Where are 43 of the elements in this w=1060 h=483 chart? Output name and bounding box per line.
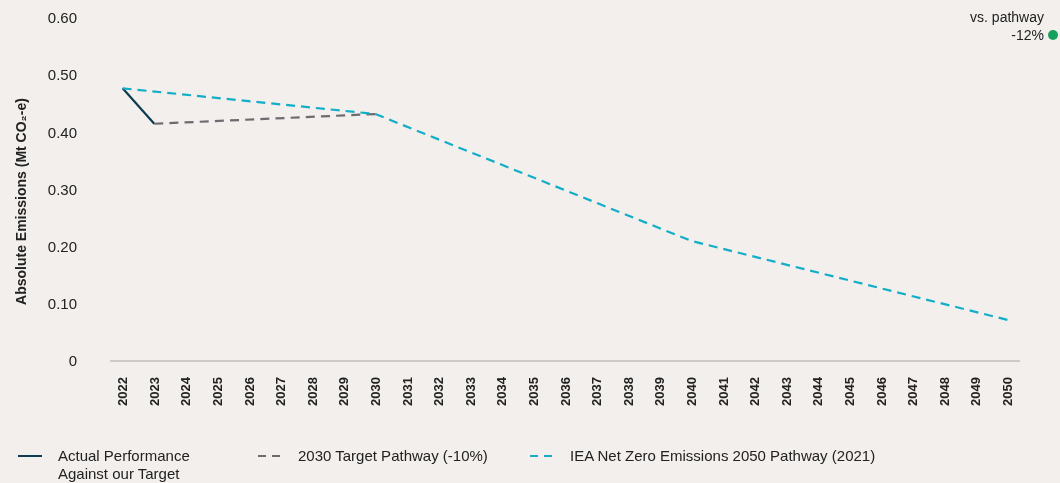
x-tick-label: 2041 xyxy=(715,377,731,406)
x-tick-label: 2032 xyxy=(431,377,447,406)
x-tick-label: 2044 xyxy=(810,376,826,406)
x-tick-label: 2022 xyxy=(115,377,131,406)
x-tick-label: 2029 xyxy=(336,377,352,406)
y-axis-title: Absolute Emissions (Mt CO₂-e) xyxy=(13,98,29,305)
x-tick-label: 2037 xyxy=(589,377,605,406)
x-tick-label: 2039 xyxy=(652,377,668,406)
x-tick-label: 2049 xyxy=(968,377,984,406)
x-tick-label: 2038 xyxy=(620,377,636,406)
x-tick-label: 2036 xyxy=(557,377,573,406)
legend-label: Actual Performance Against our Target xyxy=(58,447,190,482)
x-tick-label: 2033 xyxy=(462,377,478,406)
x-tick-label: 2031 xyxy=(399,377,415,406)
x-tick-label: 2042 xyxy=(747,377,763,406)
y-tick-label: 0.40 xyxy=(47,123,77,141)
x-tick-label: 2023 xyxy=(146,377,162,406)
x-tick-label: 2046 xyxy=(873,377,889,406)
x-tick-label: 2024 xyxy=(178,376,194,406)
x-tick-label: 2030 xyxy=(367,377,383,406)
y-tick-label: 0.60 xyxy=(47,9,77,27)
y-tick-label: 0.30 xyxy=(47,180,77,198)
x-tick-label: 2050 xyxy=(999,377,1015,406)
x-tick-label: 2025 xyxy=(209,377,225,406)
annotation: vs. pathway xyxy=(970,9,1044,25)
x-tick-label: 2034 xyxy=(494,376,510,406)
line-series xyxy=(121,87,1009,321)
x-tick-label: 2035 xyxy=(525,377,541,406)
x-tick-label: 2040 xyxy=(683,377,699,406)
y-tick-label: 0.50 xyxy=(47,66,77,84)
y-tick-label: 0 xyxy=(68,352,77,370)
x-tick-label: 2028 xyxy=(304,377,320,406)
y-tick-label: 0.10 xyxy=(47,295,77,313)
x-tick-label: 2027 xyxy=(273,377,289,406)
legend-label: IEA Net Zero Emissions 2050 Pathway (2021) xyxy=(570,447,876,465)
x-tick-label: 2045 xyxy=(841,377,857,406)
x-tick-label: 2043 xyxy=(778,377,794,406)
y-tick-label: 0.20 xyxy=(47,237,77,255)
x-tick-label: 2048 xyxy=(936,377,952,406)
x-tick-label: 2026 xyxy=(241,377,257,406)
x-tick-label: 2047 xyxy=(905,377,921,406)
annotation: -12% xyxy=(1011,27,1044,43)
legend-label: 2030 Target Pathway (-10%) xyxy=(298,447,488,465)
